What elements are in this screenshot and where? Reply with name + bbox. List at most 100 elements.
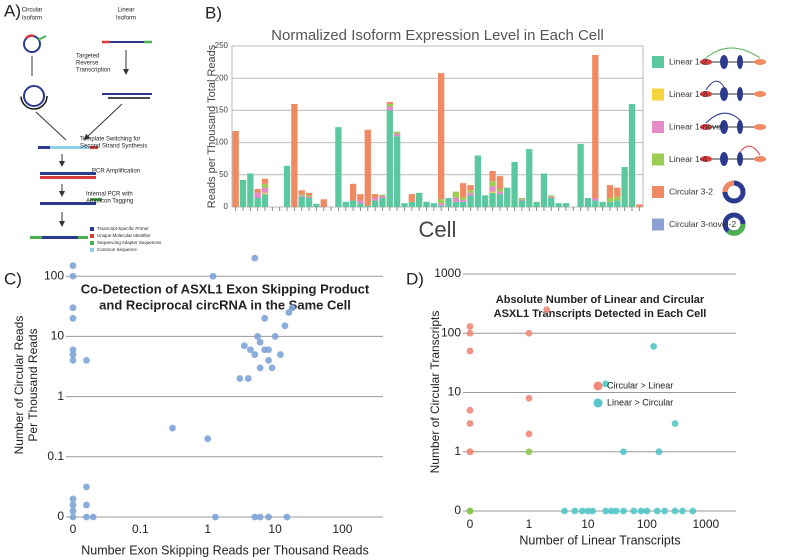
point <box>261 314 269 322</box>
x-axis-label: Number of Linear Transcripts <box>519 533 680 547</box>
bar-segment <box>496 188 504 192</box>
bar-segment <box>254 192 261 198</box>
bar-segment <box>606 201 614 207</box>
y-tick-label: 100 <box>441 325 461 339</box>
bar-segment <box>357 194 364 201</box>
point <box>525 448 533 456</box>
point <box>246 346 254 354</box>
y-tick-label: 150 <box>215 106 229 115</box>
point <box>265 513 272 521</box>
point <box>584 507 592 515</box>
bar-segment <box>386 103 393 107</box>
bar-segment <box>504 187 511 207</box>
y-tick-label: 0 <box>454 503 461 517</box>
point <box>466 420 474 427</box>
bar-segment <box>408 201 415 207</box>
bar-segment <box>305 196 313 198</box>
point <box>637 507 645 515</box>
point <box>466 329 474 337</box>
y-tick-label: 10 <box>448 385 462 399</box>
bar-segment <box>386 106 393 111</box>
legend-swatch <box>652 56 664 68</box>
point <box>251 254 259 262</box>
bar-segment <box>606 185 614 198</box>
y-tick-label: 1000 <box>434 266 461 280</box>
template <box>90 146 98 149</box>
x-axis-label: Cell <box>419 217 457 242</box>
point <box>209 272 217 280</box>
point <box>466 347 474 355</box>
icon <box>722 212 746 236</box>
bar-segment <box>393 136 401 207</box>
legend-label: Linear 1-2 <box>669 56 708 66</box>
point <box>466 323 474 330</box>
bar-segment <box>445 197 452 207</box>
legend-swatch <box>90 227 94 231</box>
point <box>256 364 264 372</box>
bar-segment <box>371 194 379 198</box>
panel-a: A) Circular Isoform Linear Isoform Targe… <box>4 1 152 239</box>
point <box>607 507 615 515</box>
y-axis-label: Reads per Thousand Total Reads <box>206 44 218 208</box>
bar-segment <box>599 201 606 207</box>
x-axis-label: Number Exon Skipping Reads per Thousand … <box>81 543 368 557</box>
bar-segment <box>533 201 540 207</box>
point <box>671 420 679 427</box>
legend-swatch <box>90 234 94 238</box>
chart-title: Normalized Isoform Expression Level in E… <box>271 27 604 44</box>
bar-segment <box>460 199 467 202</box>
bar-segment <box>489 192 496 207</box>
bar-segment <box>592 55 599 198</box>
point <box>251 351 259 358</box>
template <box>50 146 90 149</box>
point <box>69 346 77 354</box>
point <box>69 262 77 270</box>
point <box>211 513 219 521</box>
bar-segment <box>342 201 349 207</box>
bar-segment <box>489 191 496 193</box>
bar-segment <box>357 200 364 204</box>
bar-segment <box>460 201 467 207</box>
bar-segment <box>467 185 474 191</box>
point <box>466 406 474 414</box>
point <box>281 322 289 330</box>
legend-label: Common Sequence <box>97 247 137 252</box>
point <box>571 507 579 515</box>
point <box>288 304 296 312</box>
bar-segment <box>518 199 526 201</box>
point <box>661 507 669 515</box>
circular-rna <box>23 85 45 107</box>
bar-segment <box>371 197 379 201</box>
point <box>251 513 259 521</box>
point <box>602 380 610 388</box>
point <box>69 351 77 358</box>
x-tick-label: 100 <box>332 522 352 536</box>
x-tick-label: 0 <box>467 517 474 531</box>
bar-segment <box>548 197 555 207</box>
bar-segment <box>548 196 555 198</box>
arrow <box>31 50 126 76</box>
point <box>268 364 276 372</box>
point <box>620 507 627 515</box>
bar-segment <box>371 200 379 207</box>
bar-segment <box>592 200 599 207</box>
point <box>525 430 533 438</box>
x-tick-label: 10 <box>581 517 595 531</box>
bar-segment <box>518 200 526 207</box>
bar-segment <box>283 165 291 207</box>
point <box>244 375 252 382</box>
point <box>271 333 279 340</box>
bar-segment <box>305 197 313 207</box>
x-tick-label: 1 <box>204 522 211 536</box>
bar-segment <box>247 173 254 207</box>
bar-segment <box>489 181 496 187</box>
bar-segment <box>349 200 357 207</box>
legend-swatch <box>652 121 664 133</box>
legend-label: Linear > Circular <box>607 397 673 407</box>
step-label: Targeted <box>76 54 99 60</box>
point <box>285 309 293 316</box>
point <box>650 342 658 350</box>
y-tick-label: 250 <box>215 41 229 50</box>
bar-segment <box>408 194 415 202</box>
legend-label: Linear 1-4 <box>669 154 708 164</box>
